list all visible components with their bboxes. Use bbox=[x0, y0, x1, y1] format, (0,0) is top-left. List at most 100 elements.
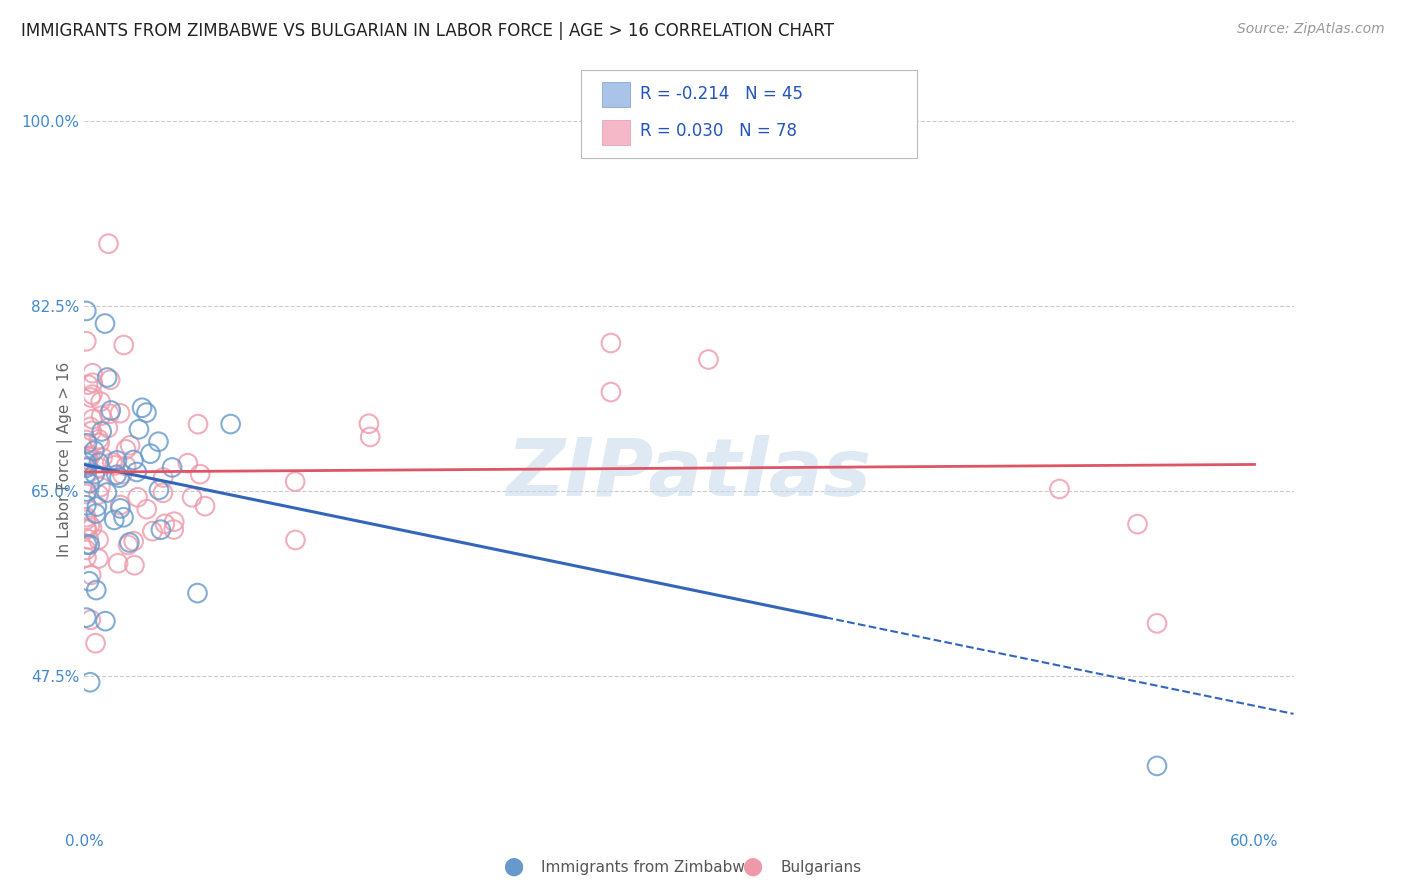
Point bbox=[1049, 482, 1071, 496]
Point bbox=[82, 366, 104, 380]
Point bbox=[76, 466, 98, 480]
Point bbox=[75, 452, 97, 467]
Point bbox=[149, 523, 172, 537]
Point bbox=[118, 535, 141, 549]
Point bbox=[124, 558, 146, 573]
Point bbox=[79, 538, 101, 552]
Point bbox=[75, 460, 97, 475]
Point bbox=[76, 521, 98, 535]
Point bbox=[80, 521, 103, 535]
Point bbox=[108, 470, 131, 484]
Point bbox=[77, 574, 100, 589]
Point bbox=[87, 533, 110, 547]
Point bbox=[188, 467, 211, 482]
Point bbox=[84, 582, 107, 597]
Point bbox=[108, 406, 131, 420]
Point bbox=[77, 459, 100, 474]
Text: Immigrants from Zimbabwe: Immigrants from Zimbabwe bbox=[541, 860, 755, 874]
Point bbox=[103, 513, 125, 527]
Point bbox=[87, 432, 110, 446]
Point bbox=[163, 515, 186, 529]
Point bbox=[80, 424, 103, 438]
Point bbox=[76, 452, 98, 467]
Point bbox=[84, 507, 107, 521]
Point bbox=[98, 373, 121, 387]
Text: ⬤: ⬤ bbox=[742, 858, 762, 876]
Point bbox=[105, 467, 128, 482]
Point bbox=[219, 417, 242, 431]
Point bbox=[125, 465, 148, 479]
Point bbox=[181, 491, 204, 505]
Point bbox=[1146, 759, 1168, 773]
Point bbox=[79, 420, 101, 434]
Point bbox=[83, 443, 105, 458]
Point bbox=[87, 487, 110, 501]
Point bbox=[82, 412, 104, 426]
Point bbox=[76, 484, 98, 499]
Text: R = -0.214   N = 45: R = -0.214 N = 45 bbox=[640, 85, 803, 103]
Point bbox=[89, 435, 111, 450]
Point bbox=[98, 407, 121, 421]
Point bbox=[96, 370, 118, 384]
Point bbox=[1126, 517, 1149, 532]
Point bbox=[75, 304, 97, 318]
Point bbox=[110, 501, 132, 516]
Point bbox=[77, 533, 100, 547]
Point bbox=[111, 467, 134, 482]
Point bbox=[76, 449, 98, 463]
Text: ⬤: ⬤ bbox=[503, 858, 523, 876]
Point bbox=[75, 610, 97, 624]
Point bbox=[148, 434, 170, 449]
Point bbox=[75, 498, 97, 512]
Point bbox=[600, 336, 623, 351]
Point bbox=[76, 538, 98, 552]
Point bbox=[127, 491, 149, 505]
Point bbox=[122, 534, 145, 549]
Point bbox=[75, 456, 97, 470]
Point bbox=[97, 421, 120, 435]
Point bbox=[96, 485, 118, 500]
Point bbox=[1146, 616, 1168, 631]
Point bbox=[104, 458, 127, 473]
Point bbox=[131, 401, 153, 415]
Point bbox=[152, 485, 174, 500]
Point bbox=[101, 456, 124, 470]
Point bbox=[128, 422, 150, 436]
Point bbox=[117, 538, 139, 552]
Point bbox=[76, 449, 98, 463]
Point bbox=[105, 453, 128, 467]
Point bbox=[79, 476, 101, 491]
Point bbox=[177, 456, 200, 470]
Text: Source: ZipAtlas.com: Source: ZipAtlas.com bbox=[1237, 22, 1385, 37]
Point bbox=[112, 510, 135, 524]
Point bbox=[120, 438, 142, 452]
Point bbox=[600, 385, 623, 400]
Point bbox=[284, 533, 307, 547]
Point bbox=[75, 334, 97, 349]
Point bbox=[75, 513, 97, 527]
Point bbox=[75, 543, 97, 558]
Point bbox=[141, 524, 163, 538]
Point bbox=[110, 498, 132, 512]
Point bbox=[284, 475, 307, 489]
Point bbox=[194, 499, 217, 513]
Point bbox=[115, 458, 138, 473]
Point bbox=[91, 450, 114, 465]
Point bbox=[100, 403, 122, 417]
Point bbox=[187, 417, 209, 431]
Point bbox=[87, 456, 110, 470]
Point bbox=[97, 236, 120, 251]
Y-axis label: In Labor Force | Age > 16: In Labor Force | Age > 16 bbox=[58, 362, 73, 557]
Point bbox=[80, 391, 103, 405]
Point bbox=[107, 556, 129, 570]
Text: IMMIGRANTS FROM ZIMBABWE VS BULGARIAN IN LABOR FORCE | AGE > 16 CORRELATION CHAR: IMMIGRANTS FROM ZIMBABWE VS BULGARIAN IN… bbox=[21, 22, 834, 40]
Point bbox=[79, 675, 101, 690]
Point bbox=[139, 447, 162, 461]
Point bbox=[82, 376, 104, 390]
Point bbox=[79, 518, 101, 533]
Point bbox=[75, 433, 97, 447]
Point bbox=[79, 450, 101, 464]
Point bbox=[75, 487, 97, 501]
Point bbox=[94, 614, 117, 628]
Point bbox=[357, 417, 380, 431]
